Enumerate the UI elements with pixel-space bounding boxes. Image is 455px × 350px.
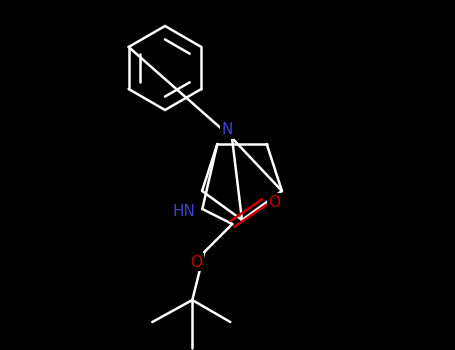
Text: O: O [190,254,202,270]
Text: HN: HN [173,203,196,218]
Text: O: O [268,195,280,210]
Text: N: N [221,122,233,138]
